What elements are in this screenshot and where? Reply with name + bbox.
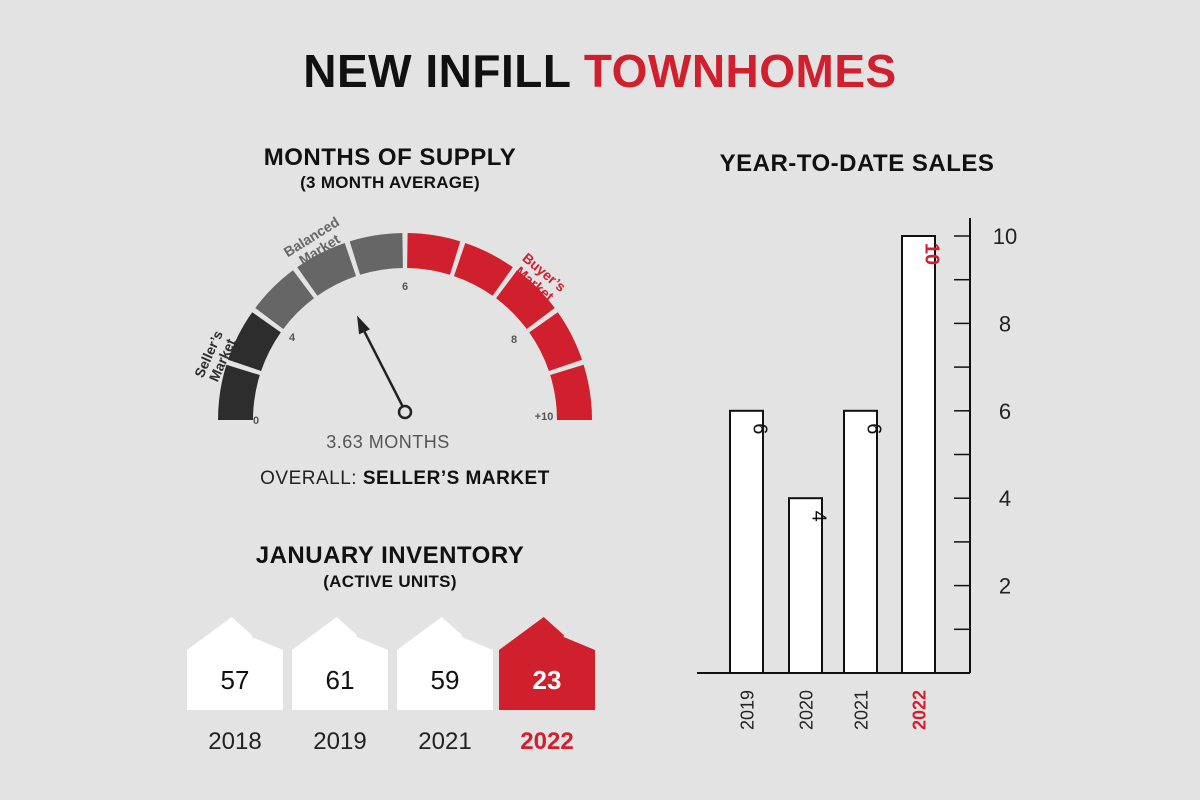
gauge-segment-4 xyxy=(297,242,357,296)
buyers-market-label-line: Market xyxy=(512,263,557,304)
chart-y-tick-label: 4 xyxy=(999,486,1011,511)
title-part-1: NEW INFILL xyxy=(303,45,571,97)
balanced-market-label-line: Market xyxy=(296,231,343,269)
gauge-tick-label: 0 xyxy=(253,415,259,427)
title-part-2: TOWNHOMES xyxy=(583,45,897,97)
balanced-market-label: BalancedMarket xyxy=(281,213,350,272)
house-value-2021: 59 xyxy=(431,665,460,695)
chart-bar-2020 xyxy=(788,497,823,675)
chart-x-tick-label-2022: 2022 xyxy=(910,690,930,730)
overall-value: SELLER’S MARKET xyxy=(362,468,550,489)
chart-x-tick-label-2020: 2020 xyxy=(797,690,817,730)
house-2021 xyxy=(397,617,493,710)
gauge-segment-1 xyxy=(218,364,260,420)
chart-bar-2019 xyxy=(729,409,764,674)
gauge-segment-9 xyxy=(529,312,583,372)
gauge-needle xyxy=(363,331,407,412)
gauge-segment-2 xyxy=(227,312,281,372)
chart-title: YEAR-TO-DATE SALES xyxy=(719,150,995,177)
chart-bar-2022 xyxy=(901,235,936,674)
inventory-subheading: (ACTIVE UNITS) xyxy=(323,572,457,591)
sellers-market-label-line: Market xyxy=(206,336,239,384)
inventory-year-2019: 2019 xyxy=(313,728,367,755)
sellers-market-label: Seller’sMarket xyxy=(191,328,240,386)
chart-y-tick-label: 8 xyxy=(999,311,1011,336)
sellers-market-label-line: Seller’s xyxy=(191,328,226,380)
chart-y-tick-label: 6 xyxy=(999,399,1011,424)
gauge-tick-label: 8 xyxy=(511,334,517,346)
balanced-market-label-line: Balanced xyxy=(281,213,342,260)
gauge-segment-6 xyxy=(407,233,461,275)
gauge-segment-3 xyxy=(255,270,314,329)
chart-data-label-2022: 10 xyxy=(921,243,943,265)
house-value-2019: 61 xyxy=(326,665,355,695)
gauge-segment-7 xyxy=(453,242,513,296)
chart-data-label-2019: 6 xyxy=(749,423,771,434)
chart-y-tick-label: 2 xyxy=(999,574,1011,599)
overall-market: OVERALL: SELLER’S MARKET xyxy=(190,468,620,490)
house-2018 xyxy=(187,617,283,710)
buyers-market-label-line: Buyer’s xyxy=(519,250,569,295)
gauge-segment-5 xyxy=(349,233,403,275)
gauge-subheading: (3 MONTH AVERAGE) xyxy=(300,173,480,192)
buyers-market-label: Buyer’sMarket xyxy=(510,250,569,307)
chart-data-label-2021: 6 xyxy=(863,423,885,434)
chart-x-tick-label-2019: 2019 xyxy=(738,690,758,730)
gauge-segment-10 xyxy=(550,364,592,420)
gauge-tick-label: 4 xyxy=(289,332,296,344)
house-2019 xyxy=(292,617,388,710)
chart-y-tick-label: 10 xyxy=(993,224,1017,249)
inventory-year-2022: 2022 xyxy=(520,728,574,755)
page-title: NEW INFILL TOWNHOMES xyxy=(0,44,1200,98)
inventory-heading: JANUARY INVENTORY xyxy=(255,542,525,569)
chart-x-tick-label-2021: 2021 xyxy=(852,690,872,730)
gauge-needle-pivot xyxy=(397,404,413,420)
chart-bar-2021 xyxy=(843,409,878,674)
gauge-tick-label: +10 xyxy=(535,411,554,423)
gauge-heading: MONTHS OF SUPPLY xyxy=(263,144,517,171)
overall-label: OVERALL: xyxy=(260,468,358,489)
gauge-value-text: 3.63 MONTHS xyxy=(326,432,450,452)
house-value-2018: 57 xyxy=(221,665,250,695)
inventory-year-2021: 2021 xyxy=(418,728,472,755)
house-value-2022: 23 xyxy=(533,665,562,695)
gauge-segment-8 xyxy=(496,270,555,329)
inventory-year-2018: 2018 xyxy=(208,728,262,755)
gauge-tick-label: 6 xyxy=(402,281,408,293)
chart-data-label-2020: 4 xyxy=(808,511,830,522)
house-2022 xyxy=(499,617,595,710)
gauge-needle-arrowhead xyxy=(357,315,370,335)
